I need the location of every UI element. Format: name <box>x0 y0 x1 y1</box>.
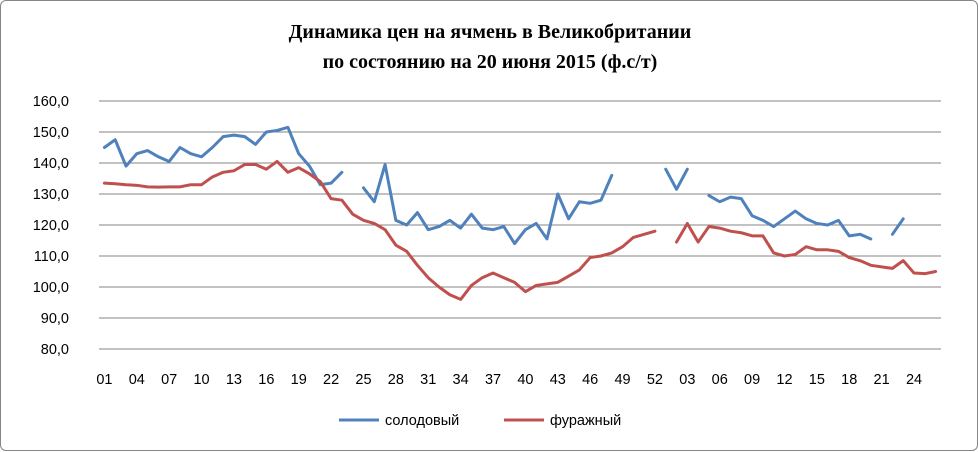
y-tick-label: 120,0 <box>33 218 69 234</box>
x-tick-label: 21 <box>874 372 890 388</box>
gridlines <box>99 100 941 350</box>
chart-title: Динамика цен на ячмень в Великобритании <box>289 21 692 43</box>
y-axis-ticks: 80,0 90,0 100,0 110,0 120,0 130,0 140,0 150,0 16… <box>33 94 69 358</box>
x-tick-label: 52 <box>647 372 663 388</box>
x-tick-label: 18 <box>841 372 857 388</box>
series-line-solodovyi <box>890 217 905 236</box>
series-line-solodovyi <box>361 163 614 246</box>
x-tick-label: 07 <box>161 372 177 388</box>
x-tick-label: 06 <box>712 372 728 388</box>
y-tick-label: 90,0 <box>41 311 69 327</box>
y-tick-label: 130,0 <box>33 187 69 203</box>
x-tick-label: 40 <box>517 372 533 388</box>
series-line-solodovyi <box>707 194 873 241</box>
series-line-solodovyi <box>664 167 689 191</box>
x-tick-label: 31 <box>420 372 436 388</box>
legend-label: солодовый <box>385 413 459 429</box>
series-line-furazhnyi <box>102 159 657 301</box>
y-tick-label: 100,0 <box>33 280 69 296</box>
x-tick-label: 25 <box>355 372 371 388</box>
series-lines <box>102 125 938 301</box>
y-tick-label: 150,0 <box>33 125 69 141</box>
legend-label: фуражный <box>550 413 621 429</box>
x-tick-label: 12 <box>776 372 792 388</box>
y-tick-label: 80,0 <box>41 342 69 358</box>
series-line-furazhnyi <box>675 221 938 276</box>
x-tick-label: 10 <box>193 372 209 388</box>
series-line-solodovyi <box>102 125 344 187</box>
x-tick-label: 01 <box>96 372 112 388</box>
x-tick-label: 34 <box>453 372 469 388</box>
x-axis-ticks: 01 04 07 10 13 16 19 22 25 28 31 34 37 40 43 46 49 52 03 06… <box>96 372 922 388</box>
x-tick-label: 03 <box>679 372 695 388</box>
x-tick-label: 22 <box>323 372 339 388</box>
y-tick-label: 140,0 <box>33 156 69 172</box>
x-tick-label: 15 <box>809 372 825 388</box>
y-tick-label: 160,0 <box>33 94 69 110</box>
x-tick-label: 43 <box>550 372 566 388</box>
x-tick-label: 19 <box>291 372 307 388</box>
chart-subtitle: по состоянию на 20 июня 2015 (ф.с/т) <box>323 51 658 73</box>
x-tick-label: 37 <box>485 372 501 388</box>
x-tick-label: 46 <box>582 372 598 388</box>
x-tick-label: 04 <box>129 372 145 388</box>
x-tick-label: 24 <box>906 372 922 388</box>
x-tick-label: 49 <box>614 372 630 388</box>
x-tick-label: 13 <box>226 372 242 388</box>
legend: солодовый фуражный <box>339 413 621 429</box>
x-tick-label: 16 <box>258 372 274 388</box>
x-tick-label: 09 <box>744 372 760 388</box>
y-tick-label: 110,0 <box>34 249 69 265</box>
x-tick-label: 28 <box>388 372 404 388</box>
